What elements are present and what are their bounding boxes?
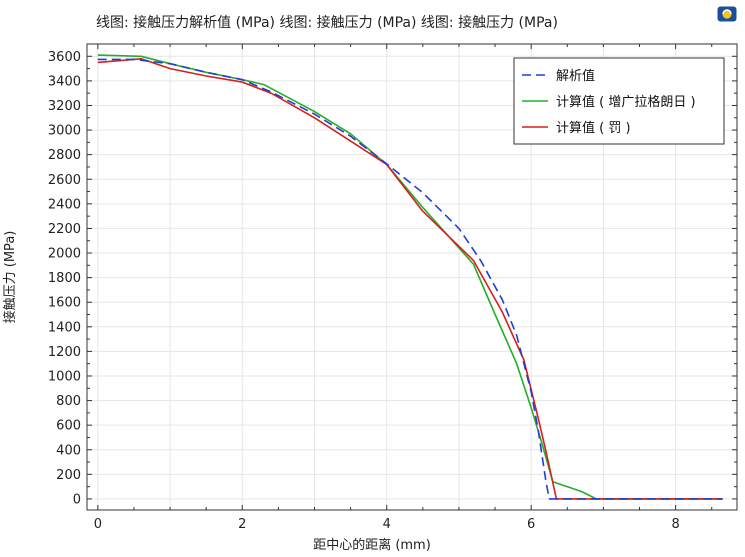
chart-title: 线图: 接触压力解析值 (MPa) 线图: 接触压力 (MPa) 线图: 接触压…	[96, 15, 558, 31]
y-tick-label: 3400	[48, 74, 81, 89]
y-tick-label: 2400	[48, 197, 81, 212]
y-tick-label: 3200	[48, 99, 81, 114]
y-tick-label: 2600	[48, 173, 81, 188]
y-tick-label: 600	[56, 419, 81, 434]
y-tick-label: 2200	[48, 222, 81, 237]
y-tick-label: 2800	[48, 148, 81, 163]
y-tick-label: 1000	[48, 369, 81, 384]
grid	[87, 44, 737, 510]
x-tick-label: 4	[383, 517, 391, 532]
comsol-logo-icon[interactable]	[717, 6, 737, 22]
legend-box	[513, 57, 725, 145]
y-tick-label: 1200	[48, 345, 81, 360]
y-tick-label: 0	[73, 492, 81, 507]
legend-label-2: 计算值 ( 罚 )	[556, 120, 631, 136]
x-tick-label: 2	[238, 517, 246, 532]
legend-label-0: 解析值	[556, 68, 595, 84]
y-tick-label: 400	[56, 443, 81, 458]
x-tick-label: 0	[94, 517, 102, 532]
x-tick-label: 6	[527, 517, 535, 532]
x-axis-label: 距中心的距离 (mm)	[313, 537, 431, 553]
y-tick-label: 1400	[48, 320, 81, 335]
y-tick-label: 3600	[48, 50, 81, 65]
series-line-0	[97, 58, 723, 500]
legend-label-1: 计算值 ( 增广拉格朗日 )	[556, 94, 696, 110]
y-axis-label: 接触压力 (MPa)	[2, 231, 18, 324]
plot-frame	[86, 43, 738, 511]
y-tick-label: 1600	[48, 296, 81, 311]
x-tick-label: 8	[671, 517, 679, 532]
y-tick-label: 2000	[48, 247, 81, 262]
y-tick-label: 200	[56, 468, 81, 483]
y-tick-label: 1800	[48, 271, 81, 286]
y-tick-label: 3000	[48, 124, 81, 139]
y-tick-label: 800	[56, 394, 81, 409]
